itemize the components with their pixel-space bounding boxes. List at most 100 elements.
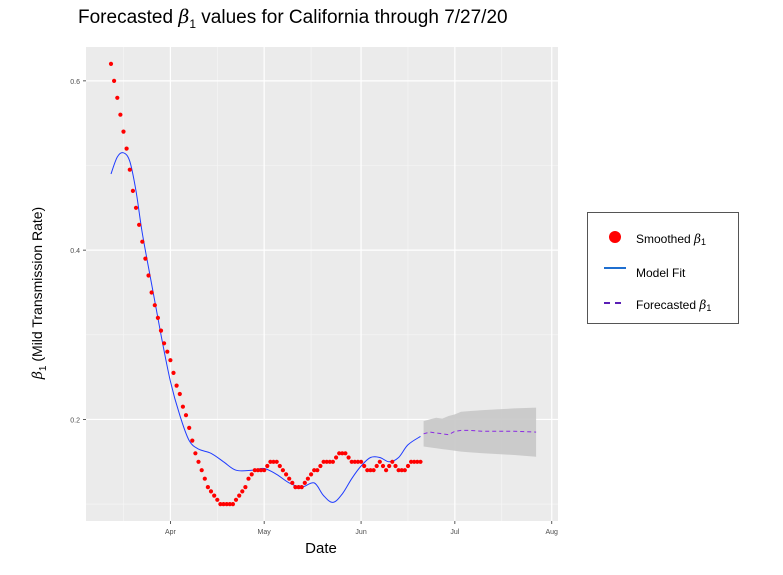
smoothed-point <box>405 463 411 469</box>
smoothed-point <box>412 459 417 464</box>
smoothed-point <box>215 497 220 502</box>
y-axis-label-subscript: 1 <box>38 365 49 371</box>
smoothed-point <box>284 472 289 477</box>
smoothed-point <box>208 489 214 494</box>
smoothed-point <box>240 489 245 494</box>
legend-label-forecast: Forecasted β1 <box>636 298 712 313</box>
plot-layer: 0.2 0.4 0.6 Apr May Jun Jul Aug <box>70 47 558 536</box>
x-tick-label: Jul <box>450 529 459 536</box>
smoothed-point <box>390 459 395 464</box>
legend-item-model-fit: Model Fit <box>588 263 738 283</box>
smoothed-point <box>130 188 135 193</box>
x-tick-label: May <box>258 529 272 536</box>
smoothed-point <box>143 256 148 261</box>
smoothed-point <box>384 468 389 473</box>
smoothed-point <box>202 476 207 481</box>
smoothed-point <box>158 328 164 333</box>
smoothed-point <box>137 222 142 227</box>
smoothed-point <box>302 480 307 485</box>
smoothed-point <box>349 459 354 464</box>
smoothed-point <box>199 468 204 473</box>
smoothed-point <box>374 463 379 469</box>
smoothed-point <box>346 455 351 460</box>
smoothed-point <box>418 459 423 464</box>
y-axis-label-beta: β <box>30 371 46 380</box>
smoothed-point <box>274 459 279 464</box>
smoothed-point <box>162 341 167 346</box>
smoothed-point <box>309 472 314 477</box>
smoothed-point <box>399 468 404 473</box>
legend: Smoothed β1 Model Fit Forecasted β1 <box>587 212 739 324</box>
smoothed-point <box>337 451 342 456</box>
smoothed-point <box>108 61 114 66</box>
smoothed-point <box>268 459 273 464</box>
smoothed-point <box>305 476 310 481</box>
smoothed-point <box>121 129 126 134</box>
smoothed-point <box>318 463 323 469</box>
smoothed-point <box>371 468 376 473</box>
smoothed-point <box>365 468 370 473</box>
smoothed-point <box>352 459 357 464</box>
smoothed-point <box>205 485 210 490</box>
x-tick-label: Apr <box>165 529 177 536</box>
smoothed-point <box>221 502 226 507</box>
smoothed-point <box>218 502 223 507</box>
smoothed-point <box>271 459 276 464</box>
smoothed-point <box>265 463 270 469</box>
smoothed-point <box>168 358 173 363</box>
smoothed-point <box>380 463 386 469</box>
smoothed-point <box>124 146 129 151</box>
legend-label-smoothed: Smoothed β1 <box>636 232 706 247</box>
smoothed-point <box>409 459 414 464</box>
smoothed-point <box>246 476 251 481</box>
smoothed-point <box>140 239 145 244</box>
smoothed-point <box>252 468 257 473</box>
x-tick-label: Aug <box>546 529 559 536</box>
smoothed-point <box>262 468 267 473</box>
chart-title-rest: values for California through 7/27/20 <box>196 7 508 28</box>
legend-item-forecast: Forecasted β1 <box>588 295 738 315</box>
x-tick-label: Jun <box>355 529 366 536</box>
smoothed-point <box>321 459 326 464</box>
smoothed-point <box>415 459 420 464</box>
smoothed-point <box>299 485 304 490</box>
smoothed-point <box>152 303 157 308</box>
smoothed-point <box>280 468 285 473</box>
smoothed-point <box>296 485 301 490</box>
smoothed-point <box>224 502 229 507</box>
smoothed-point <box>396 468 401 473</box>
smoothed-point <box>277 463 282 469</box>
smoothed-point <box>324 459 329 464</box>
smoothed-point <box>334 455 339 460</box>
smoothed-point <box>355 459 360 464</box>
chart-title: Forecasted β1 values for California thro… <box>0 6 783 31</box>
smoothed-point <box>359 459 364 464</box>
smoothed-point <box>402 468 407 473</box>
y-tick-label: 0.4 <box>70 248 80 255</box>
smoothed-point <box>230 502 235 507</box>
smoothed-point <box>149 290 154 295</box>
y-tick-label: 0.6 <box>70 79 80 86</box>
legend-key-smoothed <box>609 231 621 243</box>
smoothed-point <box>258 468 264 473</box>
smoothed-point <box>190 438 195 443</box>
chart-title-subscript: 1 <box>189 16 196 31</box>
smoothed-point <box>393 463 398 469</box>
legend-key-model-fit <box>604 267 626 269</box>
smoothed-point <box>233 497 239 502</box>
smoothed-point <box>177 391 182 397</box>
smoothed-point <box>146 273 151 278</box>
smoothed-point <box>377 459 382 464</box>
smoothed-point <box>290 480 295 485</box>
smoothed-point <box>312 468 317 473</box>
smoothed-point <box>212 493 217 498</box>
smoothed-point <box>362 463 367 469</box>
smoothed-point <box>368 468 373 473</box>
smoothed-point <box>127 167 132 172</box>
smoothed-point <box>330 459 335 464</box>
smoothed-point <box>165 349 170 354</box>
smoothed-point <box>174 383 179 388</box>
forecast-line <box>423 429 537 436</box>
smoothed-point <box>255 468 260 473</box>
